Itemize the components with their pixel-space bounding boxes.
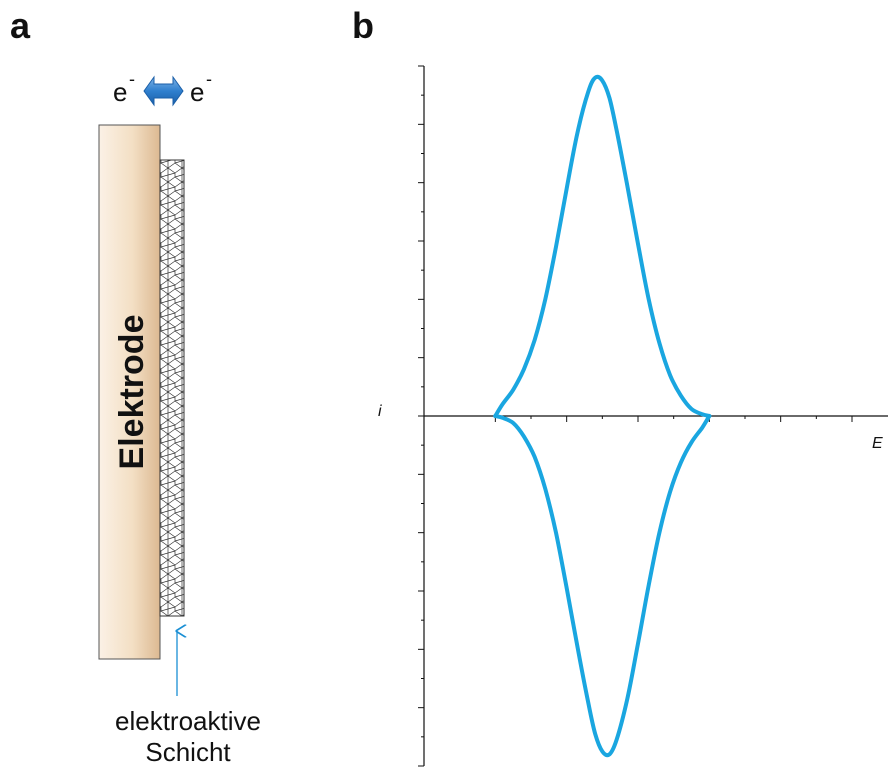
- electron-left-label: e: [113, 77, 127, 107]
- electrode-label: Elektrode: [113, 315, 151, 470]
- chart-curves: [493, 74, 712, 758]
- layer-label-line2: Schicht: [145, 737, 231, 767]
- layer-label-line1: elektroaktive: [115, 706, 261, 736]
- electron-right-label: e: [190, 77, 204, 107]
- voltammogram-chart: E i: [378, 65, 888, 767]
- chart-ticks: [418, 65, 853, 767]
- electron-left-charge: -: [129, 69, 135, 89]
- electron-transfer-arrow-icon: [143, 75, 184, 107]
- panel-b-letter: b: [352, 5, 374, 46]
- y-axis-label: i: [378, 403, 382, 420]
- x-axis-label: E: [872, 435, 883, 452]
- panel-a-letter: a: [10, 5, 31, 46]
- series-line-reduction: [493, 414, 712, 758]
- electron-right-charge: -: [206, 69, 212, 89]
- electroactive-layer: [159, 159, 185, 617]
- series-line-oxidation: [493, 74, 712, 418]
- electrode-block: [98, 124, 161, 660]
